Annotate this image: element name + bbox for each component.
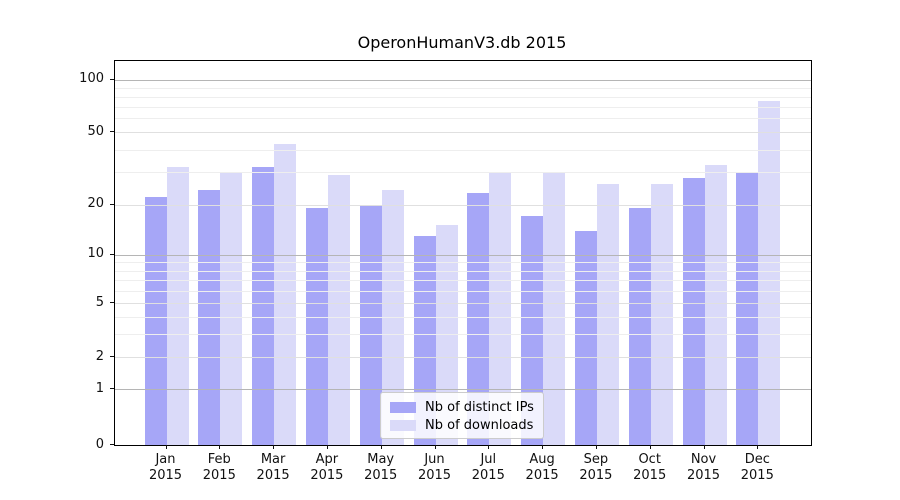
bar-nb-of-downloads-feb — [220, 172, 243, 445]
y-gridline-2 — [115, 357, 811, 359]
y-minor-gridline-70 — [115, 106, 811, 108]
x-tick-year: 2015 — [310, 468, 344, 483]
x-tick-year: 2015 — [686, 468, 721, 483]
x-tick-label-may: May 2015 — [349, 452, 413, 484]
x-tick-month: Jan — [155, 452, 176, 467]
y-minor-gridline-80 — [115, 96, 811, 98]
y-minor-gridline-60 — [115, 118, 811, 120]
y-gridline-10 — [115, 254, 811, 256]
bar-nb-of-downloads-jan — [166, 167, 189, 445]
y-gridline-5 — [115, 303, 811, 305]
y-gridline-50 — [115, 132, 811, 133]
x-tick-month: May — [367, 452, 395, 467]
y-minor-gridline-8 — [115, 270, 811, 272]
x-tick-year: 2015 — [579, 468, 613, 483]
x-tick-label-dec: Dec 2015 — [725, 452, 789, 484]
bar-nb-of-downloads-sep — [596, 183, 619, 445]
legend-swatch-nb-of-downloads — [390, 419, 416, 431]
x-tick-year: 2015 — [256, 468, 290, 483]
x-tick-month: Nov — [690, 452, 717, 467]
bar-nb-of-downloads-jul — [489, 172, 512, 445]
legend: Nb of distinct IPs Nb of downloads — [380, 392, 544, 439]
x-tick-label-jan: Jan 2015 — [134, 452, 198, 484]
x-tick-label-jun: Jun 2015 — [403, 452, 467, 484]
x-tick-year: 2015 — [525, 468, 559, 483]
y-minor-gridline-40 — [115, 149, 811, 151]
y-tick-label-5: 5 — [95, 294, 104, 310]
bar-nb-of-downloads-dec — [758, 101, 781, 445]
x-tick-year: 2015 — [471, 468, 505, 483]
bar-nb-of-distinct-ips-sep — [574, 230, 597, 445]
bar-nb-of-distinct-ips-dec — [736, 172, 759, 445]
y-minor-gridline-4 — [115, 316, 811, 318]
bar-nb-of-distinct-ips-oct — [628, 208, 651, 445]
y-minor-gridline-7 — [115, 279, 811, 281]
bar-nb-of-distinct-ips-aug — [521, 216, 544, 445]
x-tick-year: 2015 — [148, 468, 183, 483]
y-minor-gridline-9 — [115, 262, 811, 264]
x-tick-year: 2015 — [633, 468, 667, 483]
y-minor-gridline-30 — [115, 172, 811, 174]
gridlines-layer — [115, 61, 811, 445]
y-tick-label-0: 0 — [95, 436, 104, 452]
bar-nb-of-downloads-oct — [650, 183, 673, 445]
x-tick-label-nov: Nov 2015 — [672, 452, 736, 484]
y-tick-label-20: 20 — [87, 196, 104, 211]
bar-nb-of-downloads-aug — [543, 172, 566, 445]
x-tick-year: 2015 — [417, 468, 452, 483]
x-tick-month: Sep — [583, 452, 609, 467]
legend-item-nb-of-downloads: Nb of downloads — [390, 416, 534, 434]
x-tick-month: Oct — [638, 452, 661, 467]
y-tick-label-1: 1 — [95, 380, 104, 396]
x-tick-month: Apr — [315, 452, 339, 467]
chart-title: OperonHumanV3.db 2015 — [357, 33, 567, 52]
legend-label: Nb of downloads — [425, 417, 534, 433]
x-tick-label-jul: Jul 2015 — [456, 452, 520, 484]
x-tick-label-mar: Mar 2015 — [241, 452, 305, 484]
y-gridline-20 — [115, 204, 811, 206]
bar-nb-of-downloads-mar — [274, 143, 297, 445]
x-tick-label-apr: Apr 2015 — [295, 452, 359, 484]
x-tick-year: 2015 — [364, 468, 398, 483]
y-minor-gridline-90 — [115, 87, 811, 89]
x-tick-month: Jul — [480, 452, 497, 467]
bars-layer — [115, 61, 811, 445]
x-tick-year: 2015 — [740, 468, 774, 483]
x-tick-label-sep: Sep 2015 — [564, 452, 628, 484]
y-minor-gridline-6 — [115, 290, 811, 292]
y-tick-label-50: 50 — [87, 123, 104, 139]
x-tick-month: Aug — [529, 452, 555, 467]
bar-nb-of-distinct-ips-may — [359, 204, 382, 445]
bar-nb-of-distinct-ips-mar — [252, 167, 275, 445]
y-tick-label-100: 100 — [79, 71, 104, 87]
y-minor-gridline-3 — [115, 333, 811, 335]
bar-nb-of-downloads-nov — [704, 164, 727, 445]
bar-nb-of-distinct-ips-nov — [682, 177, 705, 445]
x-tick-month: Mar — [260, 452, 286, 467]
x-tick-year: 2015 — [202, 468, 236, 483]
bar-nb-of-distinct-ips-jan — [144, 196, 167, 445]
bar-nb-of-downloads-apr — [327, 175, 350, 445]
x-tick-month: Jun — [424, 452, 445, 467]
legend-item-nb-of-distinct-ips: Nb of distinct IPs — [390, 398, 534, 416]
plot-area — [114, 60, 812, 446]
x-tick-label-oct: Oct 2015 — [618, 452, 682, 484]
legend-label: Nb of distinct IPs — [425, 399, 534, 415]
x-tick-month: Dec — [744, 452, 770, 467]
x-tick-month: Feb — [207, 452, 231, 467]
x-tick-label-aug: Aug 2015 — [510, 452, 574, 484]
bar-nb-of-distinct-ips-jul — [467, 193, 490, 445]
y-tick-label-10: 10 — [87, 246, 104, 262]
x-tick-label-feb: Feb 2015 — [187, 452, 251, 484]
y-tick-label-2: 2 — [95, 348, 104, 364]
bar-nb-of-distinct-ips-apr — [305, 208, 328, 445]
y-gridline-100 — [115, 79, 811, 81]
y-gridline-1 — [115, 389, 811, 390]
legend-swatch-nb-of-distinct-ips — [390, 401, 416, 413]
